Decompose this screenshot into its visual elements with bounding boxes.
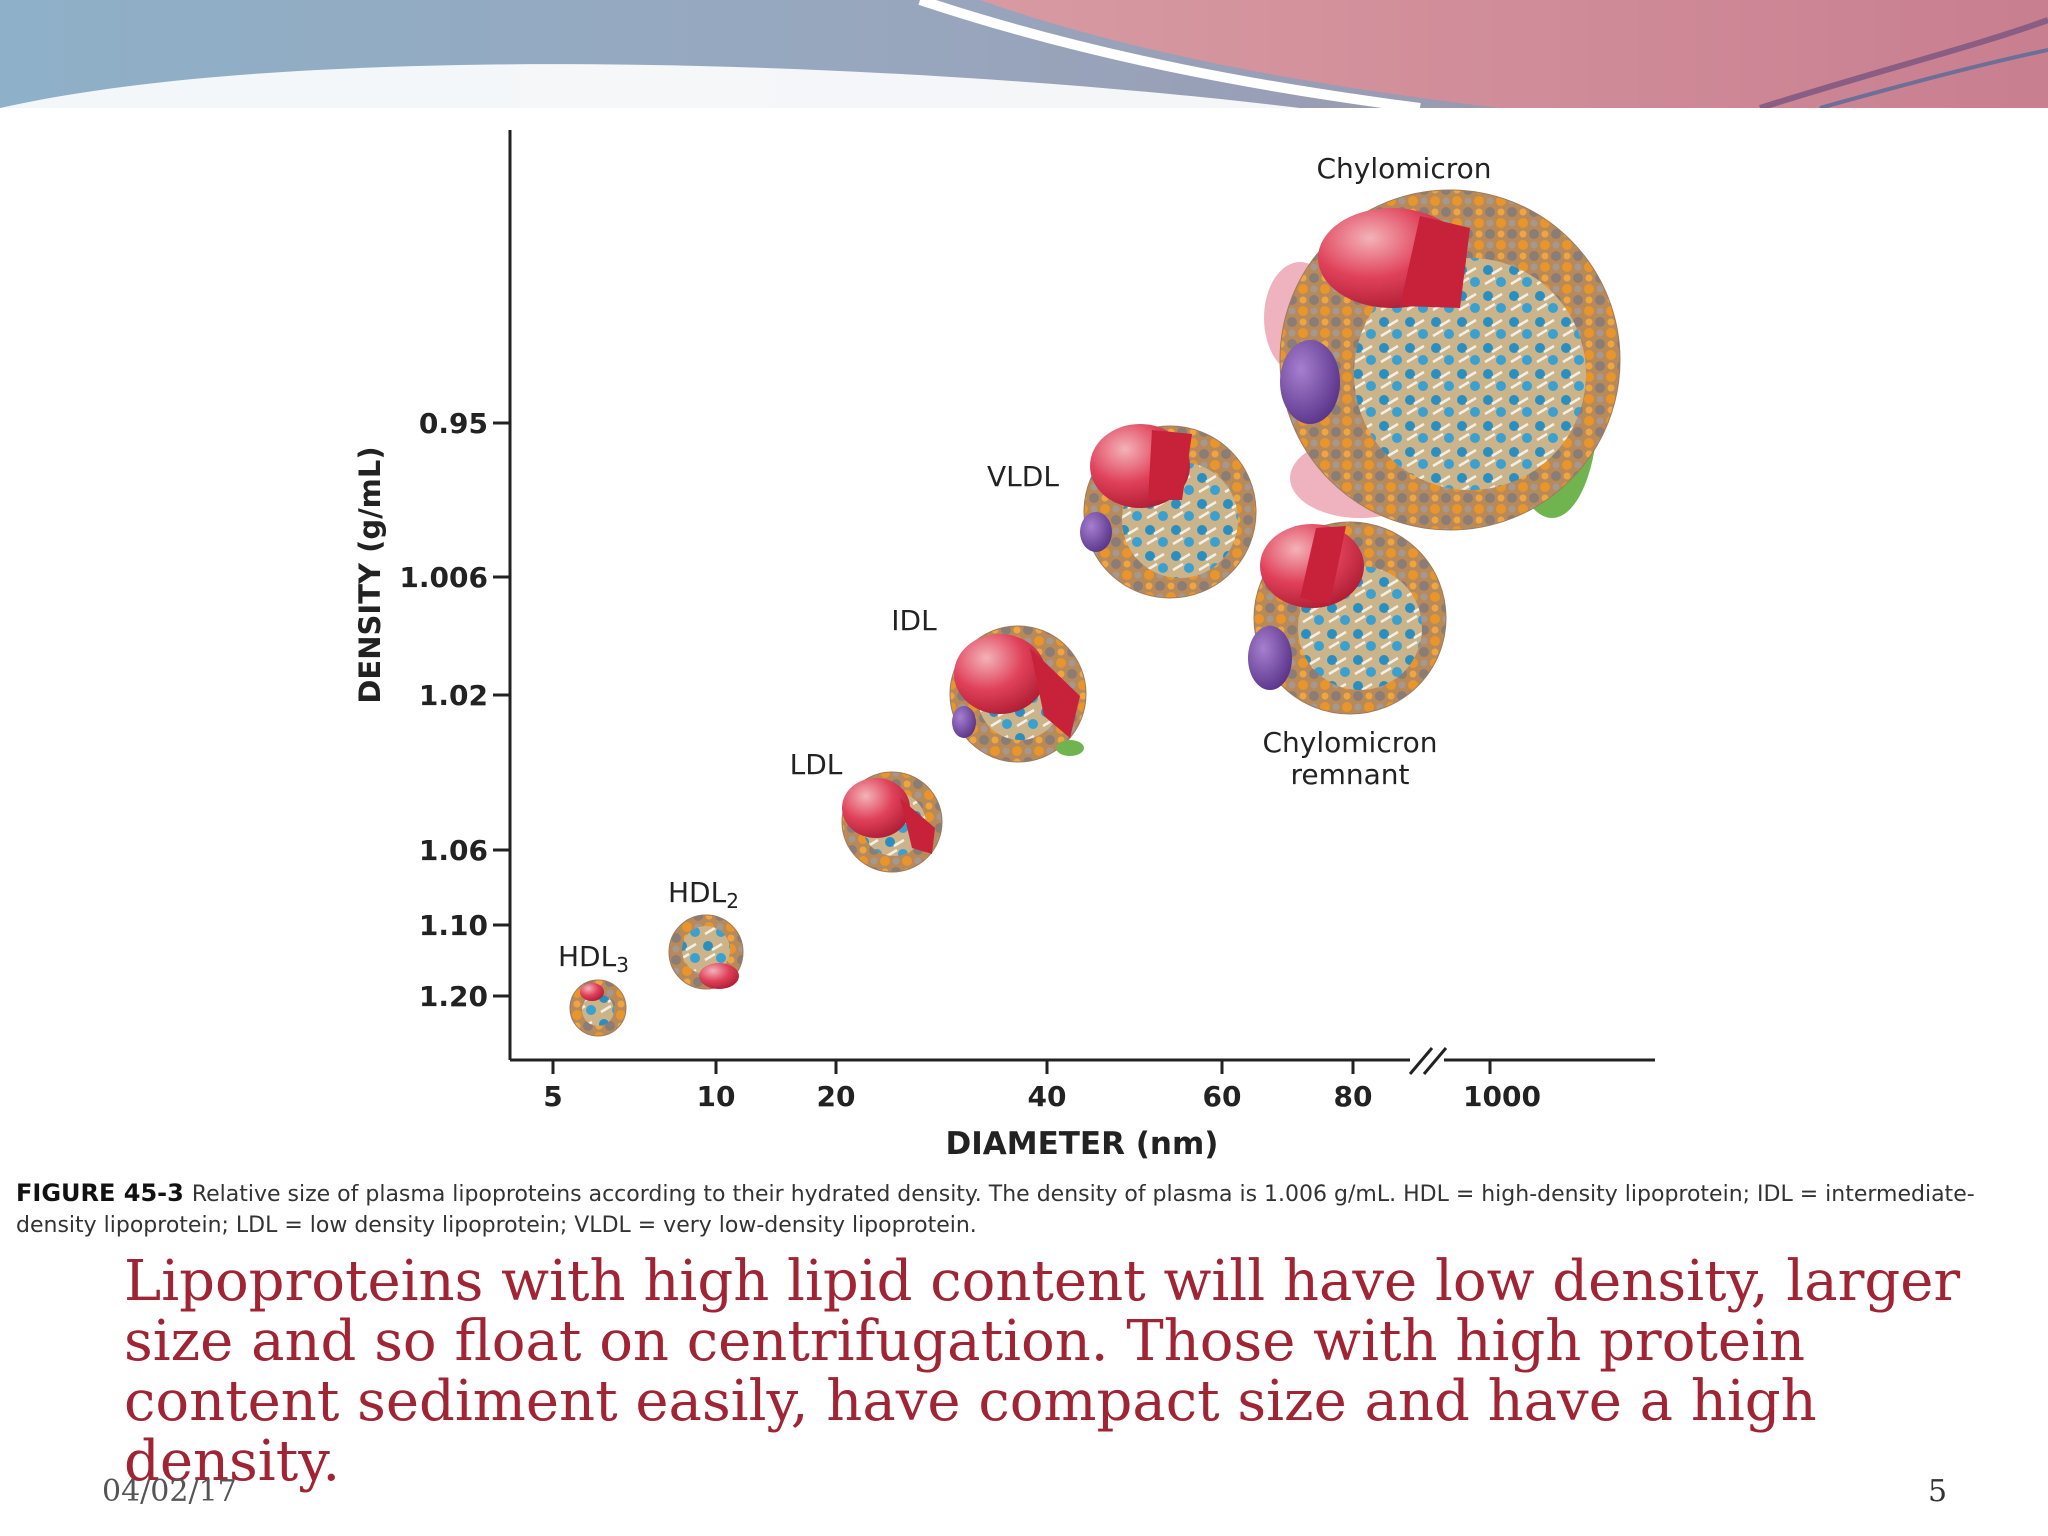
particle-vldl: VLDL <box>987 424 1257 599</box>
ldl-label: LDL <box>790 748 843 781</box>
x-axis-ticks: 5 10 20 40 60 80 1000 <box>543 1060 1541 1113</box>
particle-hdl2: HDL2 <box>668 876 744 990</box>
header-banner <box>0 0 2048 108</box>
particle-idl: IDL <box>891 604 1087 763</box>
y-axis-ticks: 0.95 1.006 1.02 1.06 1.10 1.20 <box>399 407 510 1013</box>
hdl3-label: HDL3 <box>558 940 629 977</box>
hdl2-label: HDL2 <box>668 876 739 913</box>
axis-break-mark <box>1408 1046 1448 1075</box>
y-tick-label: 0.95 <box>419 407 488 440</box>
y-axis-title: DENSITY (g/mL) <box>353 446 387 703</box>
lipoprotein-density-diagram: 0.95 1.006 1.02 1.06 1.10 1.20 5 10 20 4… <box>353 130 1655 1162</box>
y-tick-label: 1.20 <box>419 980 488 1013</box>
figure-label: FIGURE 45-3 <box>16 1179 184 1207</box>
chylomicron-remnant-label-line1: Chylomicron <box>1263 726 1438 759</box>
y-tick-label: 1.06 <box>419 834 488 867</box>
x-tick-label: 5 <box>543 1080 562 1113</box>
particle-hdl3: HDL3 <box>558 940 629 1037</box>
y-tick-label: 1.02 <box>419 679 488 712</box>
slide-body-text: Lipoproteins with high lipid content wil… <box>124 1249 1961 1494</box>
figure-caption-text: Relative size of plasma lipoproteins acc… <box>16 1182 1975 1238</box>
x-tick-label: 20 <box>817 1080 856 1113</box>
footer-date: 04/02/17 <box>102 1474 237 1509</box>
figure-caption: FIGURE 45-3 Relative size of plasma lipop… <box>16 1178 2016 1241</box>
x-tick-label: 1000 <box>1463 1080 1541 1113</box>
y-tick-label: 1.006 <box>399 561 488 594</box>
idl-label: IDL <box>891 604 937 637</box>
particle-chylomicron-remnant: Chylomicron remnant <box>1248 521 1447 791</box>
chylomicron-label: Chylomicron <box>1317 152 1492 185</box>
particle-ldl: LDL <box>790 748 943 873</box>
page-number: 5 <box>1928 1474 1948 1509</box>
x-tick-label: 10 <box>697 1080 736 1113</box>
y-tick-label: 1.10 <box>419 909 488 942</box>
vldl-label: VLDL <box>987 460 1059 493</box>
chylomicron-remnant-label-line2: remnant <box>1290 758 1409 791</box>
x-tick-label: 80 <box>1334 1080 1373 1113</box>
particle-chylomicron: Chylomicron <box>1264 152 1621 531</box>
x-tick-label: 60 <box>1203 1080 1242 1113</box>
x-tick-label: 40 <box>1028 1080 1067 1113</box>
x-axis-title: DIAMETER (nm) <box>946 1126 1219 1162</box>
